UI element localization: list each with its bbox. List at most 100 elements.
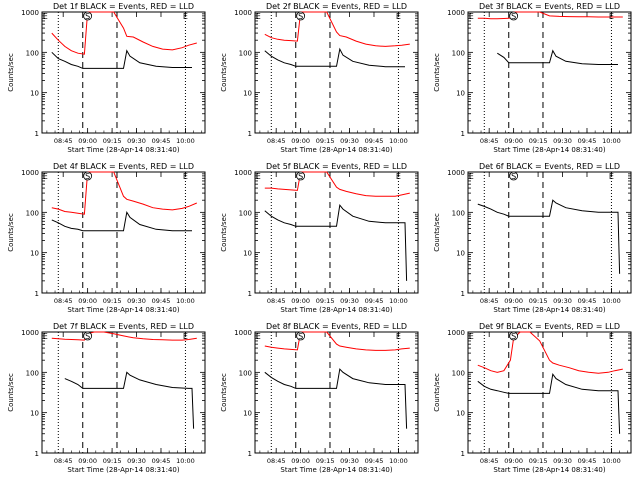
y-tick-label: 1000: [447, 9, 465, 17]
series-events: [264, 204, 408, 281]
x-tick-label: 10:00: [602, 137, 621, 145]
x-tick-label: 09:15: [529, 137, 548, 145]
x-tick-label: 10:00: [602, 297, 621, 305]
x-tick-label: 08:45: [267, 457, 286, 465]
plot-frame: [467, 11, 632, 134]
y-tick-label: 1: [461, 450, 465, 458]
marker-e: E: [396, 172, 401, 181]
detector-panel-9: Det 9f BLACK = Events, RED = LLD 1 10 100 10…: [426, 320, 639, 480]
y-tick-label: 10: [30, 250, 39, 258]
plot-frame: [254, 11, 419, 134]
x-tick-label: 09:15: [316, 297, 335, 305]
y-tick-label: 1000: [21, 9, 39, 17]
detector-panel-3: Det 3f BLACK = Events, RED = LLD 1 10 100 10…: [426, 0, 639, 160]
y-tick-label: 1000: [21, 169, 39, 177]
chart-title: Det 5f BLACK = Events, RED = LLD: [266, 162, 407, 171]
series-events: [51, 49, 192, 69]
y-tick-label: 10: [243, 410, 252, 418]
plot-frame: [254, 331, 419, 454]
y-tick-label: 100: [26, 49, 39, 57]
y-axis-label: Counts/sec: [433, 373, 441, 412]
marker-e: E: [469, 12, 474, 21]
x-tick-label: 09:15: [103, 297, 122, 305]
x-tick-label: 09:15: [316, 137, 335, 145]
chart-svg-8: Det 8f BLACK = Events, RED = LLD 1 10 100 10…: [220, 322, 419, 474]
y-tick-label: 1: [35, 130, 39, 138]
x-tick-label: 09:30: [553, 457, 572, 465]
x-tick-label: 10:00: [176, 457, 195, 465]
plot-frame: [41, 331, 206, 454]
chart-title: Det 6f BLACK = Events, RED = LLD: [479, 162, 620, 171]
marker-s-circle: [83, 171, 93, 181]
y-tick-label: 100: [239, 49, 252, 57]
y-axis-label: Counts/sec: [220, 213, 228, 252]
x-tick-label: 09:45: [365, 137, 384, 145]
y-tick-label: 10: [456, 410, 465, 418]
y-axis-label: Counts/sec: [220, 373, 228, 412]
y-tick-label: 1: [248, 450, 252, 458]
y-tick-label: 1000: [234, 329, 252, 337]
x-axis-label: Start Time (28-Apr-14 08:31:40): [493, 146, 605, 154]
chart-title: Det 8f BLACK = Events, RED = LLD: [266, 322, 407, 331]
marker-e: E: [183, 172, 188, 181]
detector-panel-2: Det 2f BLACK = Events, RED = LLD 1 10 100 10…: [213, 0, 426, 160]
marker-e: E: [256, 172, 261, 181]
x-tick-label: 08:45: [267, 137, 286, 145]
x-tick-label: 09:30: [553, 137, 572, 145]
x-tick-label: 09:45: [152, 137, 171, 145]
x-tick-label: 08:45: [54, 137, 73, 145]
x-tick-label: 08:45: [54, 457, 73, 465]
chart-svg-6: Det 6f BLACK = Events, RED = LLD 1 10 100 10…: [433, 162, 632, 314]
x-tick-label: 09:45: [578, 137, 597, 145]
x-tick-label: 09:30: [340, 297, 359, 305]
plot-frame: [467, 171, 632, 294]
series-events: [51, 210, 192, 232]
x-tick-label: 09:45: [365, 297, 384, 305]
marker-e: E: [43, 332, 48, 341]
x-tick-label: 09:45: [365, 457, 384, 465]
chart-svg-3: Det 3f BLACK = Events, RED = LLD 1 10 100 10…: [433, 2, 632, 154]
detector-panel-5: Det 5f BLACK = Events, RED = LLD 1 10 100 10…: [213, 160, 426, 320]
y-tick-label: 10: [30, 90, 39, 98]
x-tick-label: 09:00: [504, 297, 523, 305]
y-tick-label: 1000: [447, 329, 465, 337]
marker-s-circle: [296, 331, 306, 341]
y-tick-label: 1: [461, 290, 465, 298]
marker-e: E: [256, 332, 261, 341]
marker-e: E: [609, 12, 614, 21]
x-tick-label: 08:45: [54, 297, 73, 305]
y-tick-label: 10: [456, 250, 465, 258]
y-tick-label: 10: [243, 90, 252, 98]
y-tick-label: 100: [452, 49, 465, 57]
marker-s: S: [85, 172, 90, 181]
y-tick-label: 1: [248, 130, 252, 138]
y-tick-label: 1: [248, 290, 252, 298]
x-tick-label: 09:15: [103, 137, 122, 145]
marker-e: E: [609, 332, 614, 341]
x-tick-label: 09:15: [316, 457, 335, 465]
y-axis-label: Counts/sec: [7, 373, 15, 412]
series-lld: [264, 11, 410, 47]
plot-frame: [41, 171, 206, 294]
chart-title: Det 9f BLACK = Events, RED = LLD: [479, 322, 620, 331]
plot-frame: [41, 11, 206, 134]
y-axis-label: Counts/sec: [433, 213, 441, 252]
series-events: [477, 199, 621, 274]
x-tick-label: 08:45: [480, 457, 499, 465]
x-tick-label: 09:00: [504, 457, 523, 465]
marker-e: E: [43, 172, 48, 181]
marker-e: E: [469, 172, 474, 181]
marker-e: E: [609, 172, 614, 181]
y-tick-label: 1000: [447, 169, 465, 177]
y-axis-label: Counts/sec: [220, 53, 228, 92]
marker-s: S: [85, 12, 90, 21]
chart-svg-9: Det 9f BLACK = Events, RED = LLD 1 10 100 10…: [433, 322, 632, 474]
y-tick-label: 1000: [234, 169, 252, 177]
x-tick-label: 09:00: [78, 457, 97, 465]
chart-svg-1: Det 1f BLACK = Events, RED = LLD 1 10 100 10…: [7, 2, 206, 154]
chart-svg-4: Det 4f BLACK = Events, RED = LLD 1 10 100 10…: [7, 162, 206, 314]
marker-e: E: [183, 12, 188, 21]
x-tick-label: 09:45: [152, 297, 171, 305]
detector-panel-6: Det 6f BLACK = Events, RED = LLD 1 10 100 10…: [426, 160, 639, 320]
